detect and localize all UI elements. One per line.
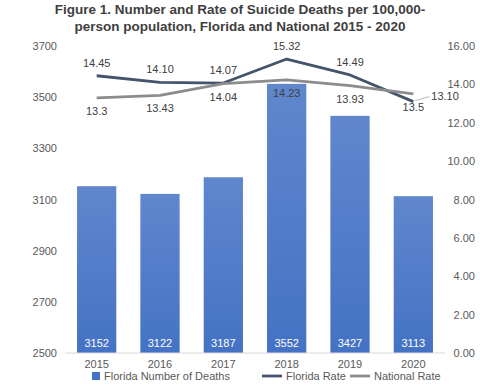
- bar: [140, 194, 179, 353]
- x-tick-label: 2020: [401, 358, 425, 370]
- y2-tick: [445, 199, 448, 200]
- bar: [267, 84, 306, 353]
- y2-tick: [445, 353, 448, 354]
- y2-tick-label: 4.00: [454, 270, 475, 282]
- y2-tick-label: 0.00: [454, 347, 475, 359]
- legend-label: Florida Number of Deaths: [104, 370, 230, 382]
- y2-tick-label: 10.00: [447, 155, 475, 167]
- y-tick: [62, 199, 65, 200]
- y2-tick-label: 8.00: [454, 194, 475, 206]
- plot-area: [77, 59, 433, 353]
- bar: [330, 116, 369, 353]
- chart: Figure 1. Number and Rate of Suicide Dea…: [0, 0, 480, 389]
- bar-label: 3187: [211, 337, 235, 349]
- legend-label: Florida Rate: [286, 370, 346, 382]
- line-label: 13.93: [336, 93, 364, 105]
- line-label: 14.45: [83, 57, 111, 69]
- y-tick-label: 2700: [33, 296, 57, 308]
- bar-label: 3122: [148, 337, 172, 349]
- title: Figure 1. Number and Rate of Suicide Dea…: [55, 2, 426, 17]
- y2-tick: [445, 314, 448, 315]
- bar-label: 3152: [84, 337, 108, 349]
- line-label: 13.43: [146, 102, 174, 114]
- y2-tick-label: 12.00: [447, 117, 475, 129]
- line-label: 15.32: [273, 40, 301, 52]
- x-tick-label: 2017: [211, 358, 235, 370]
- data-labels: 3152 3122 3187 3552 3427 3113 14.45 14.10 14.07 1…: [83, 40, 459, 349]
- line-label: 14.04: [210, 91, 238, 103]
- line-label: 14.10: [146, 63, 174, 75]
- bar-label: 3427: [338, 337, 362, 349]
- bar: [77, 186, 116, 353]
- x-tick-label: 2018: [274, 358, 298, 370]
- y-tick-label: 3700: [33, 40, 57, 52]
- y2-tick: [445, 237, 448, 238]
- bar: [394, 196, 433, 353]
- y-tick: [62, 46, 65, 47]
- y-tick-label: 3500: [33, 91, 57, 103]
- legend-label: National Rate: [374, 370, 441, 382]
- x-tick-label: 2015: [84, 358, 108, 370]
- line: [97, 59, 414, 102]
- y-tick-label: 2500: [33, 347, 57, 359]
- baseline: [65, 353, 445, 354]
- line: [97, 80, 414, 98]
- y2-tick-label: 16.00: [447, 40, 475, 52]
- y-tick: [62, 97, 65, 98]
- bar: [204, 177, 243, 353]
- y2-tick-label: 2.00: [454, 309, 475, 321]
- legend-swatch: [262, 375, 282, 378]
- line-label: 13.5: [403, 101, 424, 113]
- legend-swatch: [92, 372, 100, 380]
- y-tick-label: 3100: [33, 194, 57, 206]
- legend-swatch: [350, 375, 370, 378]
- y2-tick: [445, 276, 448, 277]
- y-tick-label: 3300: [33, 142, 57, 154]
- y-tick: [62, 301, 65, 302]
- y-tick-label: 2900: [33, 245, 57, 257]
- background: [0, 0, 480, 389]
- y-tick: [62, 250, 65, 251]
- line-label: 14.49: [336, 56, 364, 68]
- y-tick: [62, 353, 65, 354]
- y-tick: [62, 148, 65, 149]
- line-label: 13.3: [86, 105, 107, 117]
- x-tick-label: 2016: [148, 358, 172, 370]
- line-label: 14.07: [210, 64, 238, 76]
- legend: Florida Number of Deaths Florida Rate Nati…: [92, 370, 441, 382]
- line-label: 14.23: [273, 87, 301, 99]
- bar-label: 3552: [274, 337, 298, 349]
- y2-tick-label: 14.00: [447, 78, 475, 90]
- title: person population, Florida and National …: [75, 19, 406, 34]
- line-label: 13.10: [431, 90, 459, 102]
- y2-tick-label: 6.00: [454, 232, 475, 244]
- bar-label: 3113: [402, 337, 426, 349]
- x-tick-label: 2019: [338, 358, 362, 370]
